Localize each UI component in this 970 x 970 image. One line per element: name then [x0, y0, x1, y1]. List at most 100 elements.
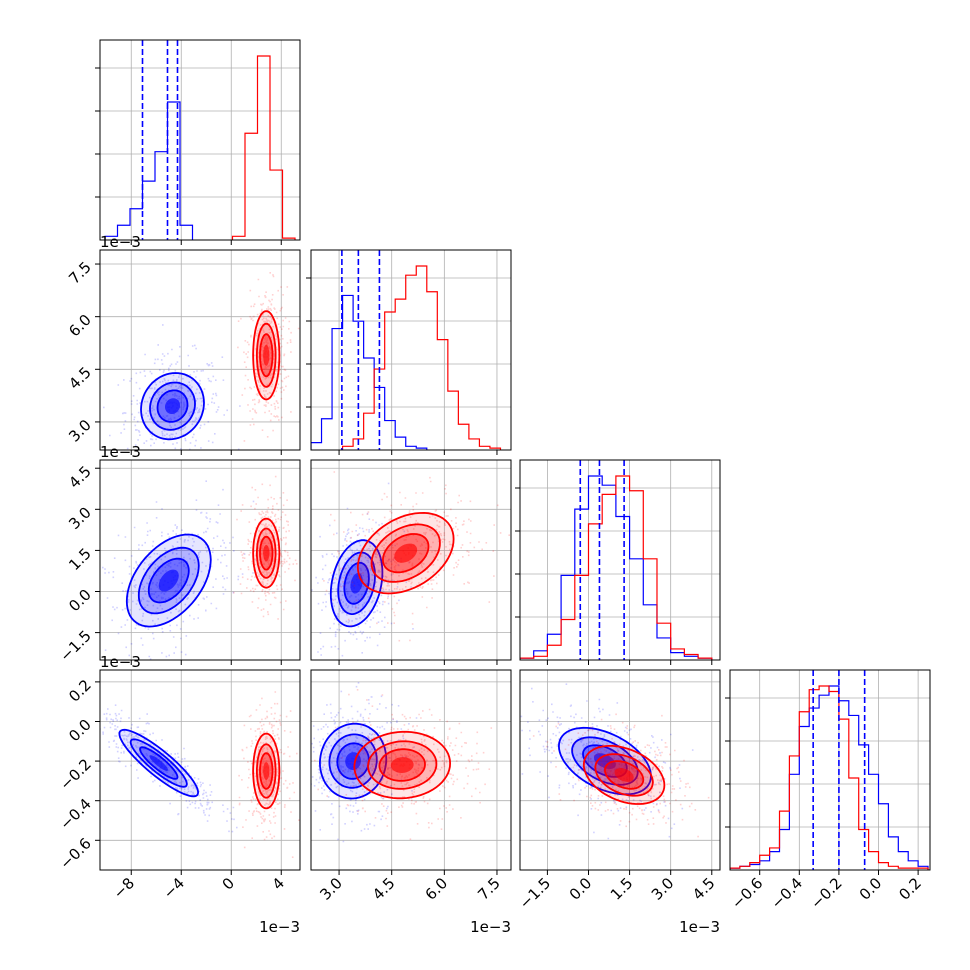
contour-red: [381, 533, 430, 574]
hist-panel-0: [95, 39, 301, 241]
panel-frame: [519, 459, 721, 661]
density-level-red: [263, 762, 270, 780]
contour-red: [594, 753, 654, 797]
hist-red-0: [231, 55, 296, 240]
contour-blue: [337, 551, 376, 615]
y-tick-label: −0.6: [56, 834, 94, 872]
density-level-blue: [149, 755, 169, 771]
scatter-blue: [102, 480, 259, 660]
hist-blue-0: [104, 101, 194, 240]
panel-frame: [99, 39, 301, 241]
density-level-blue: [594, 753, 616, 769]
contour-blue: [140, 372, 205, 441]
x-tick-label: −0.2: [807, 874, 845, 912]
panel-frame: [729, 669, 931, 871]
y-tick-label: 0.0: [65, 586, 95, 616]
x-tick-label: 4.5: [689, 874, 719, 904]
contour-red: [603, 760, 645, 790]
contour-blue: [149, 381, 196, 431]
contour-blue: [336, 742, 370, 780]
x-exponent-label: 1e−3: [470, 918, 511, 936]
pair-content: [102, 475, 298, 660]
panel-frame: [99, 249, 301, 451]
y-tick-label: −0.2: [56, 755, 94, 793]
hist-panel-2: [515, 459, 721, 661]
pair-content: [103, 272, 300, 450]
x-tick-label: 4: [269, 874, 288, 893]
x-tick-label: 3.0: [316, 874, 346, 904]
hist-blue-1: [311, 294, 428, 450]
y-tick-label: 3.0: [65, 503, 95, 533]
x-tick-label: −4: [160, 874, 188, 902]
x-tick-label: −0.4: [768, 874, 806, 912]
density-level-blue: [165, 398, 180, 414]
y-tick-label: 6.0: [65, 311, 95, 341]
x-exponent-label: 1e−3: [259, 918, 300, 936]
y-tick-label: 4.5: [65, 363, 95, 393]
pair-panel-1-0: [99, 249, 301, 451]
y-exponent-label: 1e−3: [100, 233, 141, 251]
pair-content: [311, 682, 493, 843]
y-tick-label: 1.5: [65, 545, 95, 575]
contour-red: [252, 732, 281, 810]
contour-blue: [329, 539, 384, 628]
x-tick-label: 1.5: [607, 874, 637, 904]
x-tick-label: 3.0: [648, 874, 678, 904]
contour-red: [252, 310, 281, 401]
pair-panel-3-0: [99, 669, 301, 871]
x-tick-label: −1.5: [516, 874, 554, 912]
pair-content: [311, 471, 510, 660]
panel-frame: [310, 459, 512, 661]
contour-blue: [147, 557, 190, 604]
contour-blue: [318, 722, 388, 800]
x-tick-label: 4.5: [369, 874, 399, 904]
x-tick-label: 0.0: [566, 874, 596, 904]
panel-frame: [310, 669, 512, 871]
contour-red: [255, 527, 277, 579]
y-tick-label: 3.0: [65, 416, 95, 446]
contour-red: [255, 743, 277, 799]
contour-red: [353, 730, 452, 800]
contour-red: [259, 535, 274, 571]
pair-content: [520, 683, 710, 840]
panel-frame: [310, 249, 512, 451]
contour-blue: [571, 736, 639, 786]
density-level-red: [263, 344, 270, 366]
y-tick-label: −1.5: [56, 627, 94, 665]
pair-panel-3-2: [519, 669, 721, 871]
contour-red: [255, 322, 277, 388]
panel-frame: [99, 669, 301, 871]
contour-red: [370, 523, 441, 583]
density-level-red: [263, 544, 270, 562]
x-tick-label: −8: [110, 874, 138, 902]
pair-panel-2-0: [99, 459, 301, 661]
density-level-red: [390, 757, 414, 773]
hist-red-1: [341, 265, 502, 450]
y-tick-label: 7.5: [65, 258, 95, 288]
y-tick-label: 0.2: [65, 676, 95, 706]
contour-blue: [137, 546, 200, 615]
contour-blue: [557, 726, 652, 796]
y-exponent-label: 1e−3: [100, 653, 141, 671]
pair-content: [100, 691, 300, 858]
density-level-red: [394, 543, 418, 563]
contour-blue: [139, 746, 179, 780]
x-tick-label: 0.2: [895, 874, 925, 904]
panel-frame: [519, 669, 721, 871]
x-tick-label: 7.5: [474, 874, 504, 904]
contour-red: [259, 752, 274, 790]
hist-blue-2: [520, 475, 713, 660]
contour-blue: [328, 733, 378, 789]
hist-red-2: [520, 475, 713, 660]
hist-panel-1: [306, 249, 512, 451]
y-tick-label: 4.5: [65, 462, 95, 492]
hist-red-3: [730, 685, 929, 870]
contour-red: [582, 745, 666, 805]
y-tick-label: −0.4: [56, 795, 94, 833]
x-tick-label: −0.6: [728, 874, 766, 912]
scatter-red: [323, 471, 510, 642]
pair-panel-2-1: [310, 459, 512, 661]
contour-blue: [156, 389, 189, 423]
contour-red: [378, 748, 426, 782]
